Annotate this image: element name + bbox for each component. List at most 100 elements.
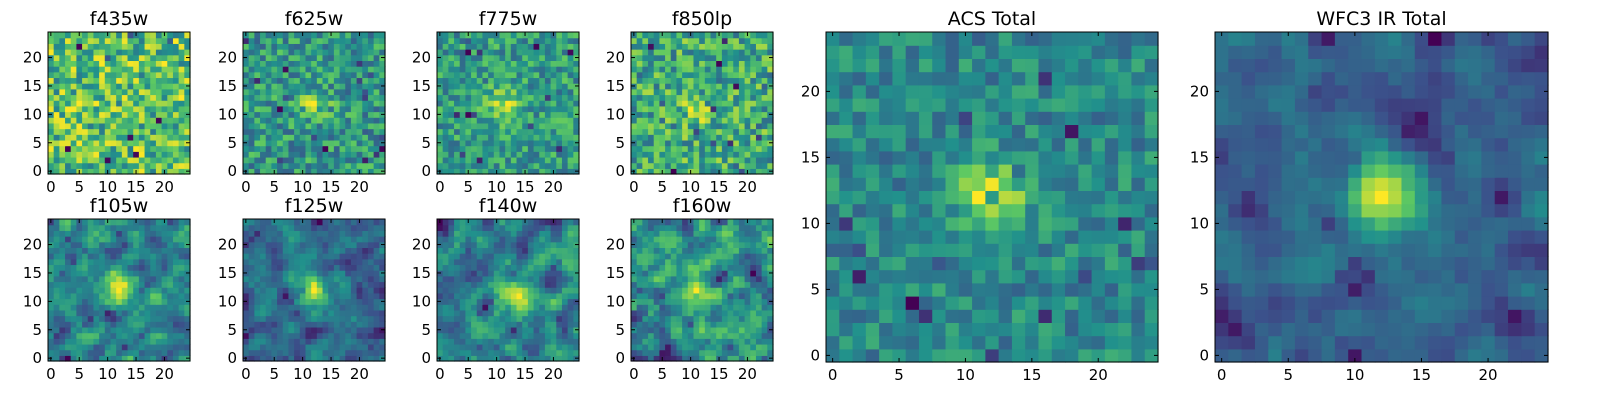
heatmap-cell — [70, 321, 77, 328]
heatmap-cell — [260, 32, 267, 39]
heatmap-cell — [243, 253, 250, 260]
heatmap-cell — [59, 77, 66, 84]
heatmap-cell — [265, 54, 272, 61]
heatmap-cell — [76, 292, 83, 300]
heatmap-cell — [379, 264, 386, 271]
heatmap-cell — [721, 43, 729, 50]
heatmap-cell — [316, 298, 324, 305]
heatmap-cell — [178, 241, 185, 248]
heatmap-cell — [339, 168, 346, 175]
heatmap-cell — [636, 275, 643, 283]
heatmap-cell — [744, 66, 751, 73]
heatmap-cell — [339, 321, 346, 328]
heatmap-cell — [573, 88, 580, 96]
heatmap-cell — [82, 230, 89, 237]
heatmap-cell — [265, 264, 272, 271]
heatmap-cell — [670, 162, 678, 169]
heatmap-cell — [339, 111, 346, 118]
heatmap-cell — [522, 37, 529, 44]
heatmap-cell — [505, 83, 512, 90]
heatmap-cell — [522, 151, 529, 158]
heatmap-cell — [333, 66, 341, 73]
heatmap-cell — [104, 43, 112, 50]
heatmap-cell — [442, 298, 449, 305]
heatmap-cell — [121, 281, 129, 288]
heatmap-cell — [248, 219, 255, 226]
heatmap-cell — [567, 168, 574, 175]
heatmap-cell — [367, 298, 375, 305]
heatmap-cell — [288, 349, 295, 356]
heatmap-cell — [556, 139, 563, 147]
heatmap-cell — [710, 94, 717, 101]
heatmap-cell — [299, 60, 307, 67]
y-tick-label: 15 — [23, 264, 42, 282]
heatmap-cell — [339, 71, 346, 79]
heatmap-cell — [454, 264, 461, 271]
heatmap-cell — [493, 83, 501, 90]
heatmap-cell — [155, 224, 163, 231]
heatmap-cell — [744, 111, 751, 118]
heatmap-cell — [510, 43, 518, 50]
heatmap-cell — [311, 338, 318, 345]
heatmap-cell — [104, 315, 112, 322]
heatmap-cell — [350, 32, 358, 39]
heatmap-cell — [761, 145, 768, 152]
heatmap-cell — [710, 162, 717, 169]
heatmap-cell — [459, 338, 466, 345]
heatmap-cell — [53, 247, 60, 254]
heatmap-cell — [505, 287, 512, 294]
heatmap-cell — [488, 134, 495, 141]
heatmap-cell — [294, 332, 301, 339]
heatmap-cell — [539, 111, 546, 118]
heatmap-cell — [573, 49, 580, 56]
heatmap-cell — [482, 156, 489, 164]
heatmap-cell — [316, 66, 324, 73]
heatmap-cell — [733, 100, 740, 107]
heatmap-cell — [356, 332, 363, 339]
heatmap-cell — [442, 219, 449, 226]
heatmap-cell — [48, 37, 55, 44]
heatmap-cell — [138, 117, 146, 124]
heatmap-cell — [442, 105, 449, 113]
heatmap-cell — [767, 315, 774, 322]
heatmap-cell — [65, 122, 72, 130]
heatmap-cell — [471, 321, 478, 328]
heatmap-cell — [648, 332, 655, 339]
heatmap-cell — [339, 224, 346, 231]
heatmap-cell — [93, 241, 100, 248]
heatmap-cell — [516, 343, 523, 351]
heatmap-cell — [665, 43, 672, 50]
heatmap-cell — [82, 275, 89, 283]
y-tick-label: 10 — [606, 105, 625, 123]
heatmap-cell — [721, 298, 729, 305]
heatmap-cell — [76, 332, 83, 339]
heatmap-cell — [454, 326, 461, 334]
heatmap-cell — [482, 241, 489, 248]
heatmap-cell — [539, 54, 546, 61]
heatmap-cell — [311, 156, 318, 164]
heatmap-cell — [167, 321, 174, 328]
heatmap-cell — [87, 122, 95, 130]
heatmap-cell — [65, 247, 72, 254]
heatmap-cell — [510, 122, 518, 130]
heatmap-cell — [367, 275, 375, 283]
heatmap-cell — [161, 253, 168, 260]
heatmap-cell — [70, 315, 77, 322]
heatmap-cell — [167, 83, 174, 90]
heatmap-cell — [53, 236, 60, 243]
heatmap-cell — [442, 134, 449, 141]
heatmap-cell — [155, 304, 163, 311]
heatmap-cell — [70, 54, 77, 61]
heatmap-cell — [48, 349, 55, 356]
heatmap-cell — [527, 77, 535, 84]
heatmap-cell — [271, 49, 278, 56]
heatmap-cell — [716, 292, 723, 300]
heatmap-cell — [373, 134, 380, 141]
heatmap-cell — [82, 128, 89, 135]
heatmap-cell — [99, 43, 106, 50]
heatmap-cell — [527, 270, 535, 277]
heatmap-cell — [665, 128, 672, 135]
heatmap-cell — [665, 349, 672, 356]
heatmap-cell — [499, 128, 506, 135]
heatmap-cell — [459, 326, 466, 334]
